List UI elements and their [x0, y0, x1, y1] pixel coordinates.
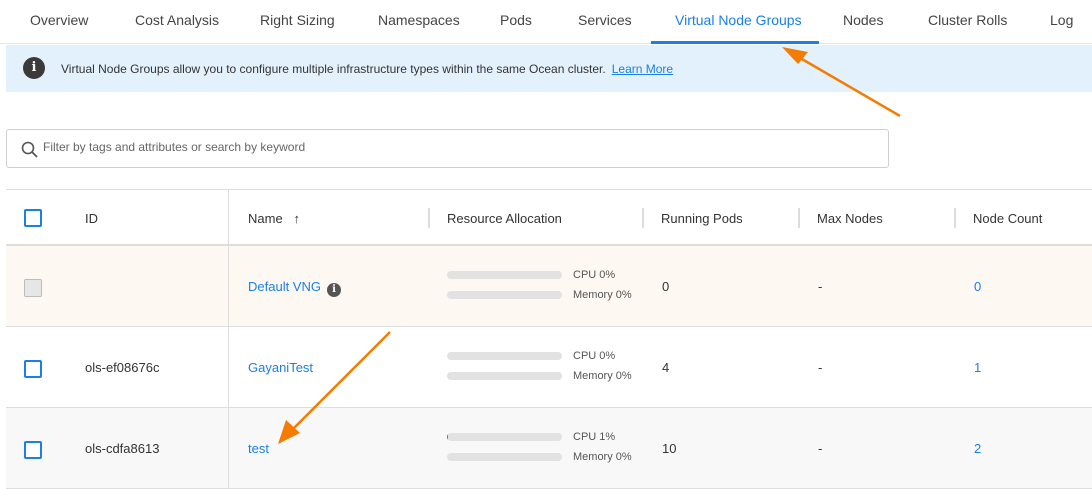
tab-namespaces[interactable]: Namespaces: [378, 12, 460, 28]
learn-more-link[interactable]: Learn More: [611, 62, 674, 76]
search-icon: [21, 141, 38, 158]
max-nodes: -: [818, 360, 823, 375]
table-row: ols-cdfa8613 test CPU 1% Memory 0% 10 - …: [6, 408, 1092, 489]
col-name[interactable]: Name ↑: [248, 211, 301, 226]
memory-bar: [447, 372, 562, 380]
node-count-link[interactable]: 1: [974, 360, 982, 375]
sort-asc-icon[interactable]: ↑: [293, 211, 301, 226]
tab-cluster-rolls[interactable]: Cluster Rolls: [928, 12, 1008, 28]
running-pods: 0: [662, 279, 670, 294]
col-resource-allocation[interactable]: Resource Allocation: [447, 211, 562, 226]
cpu-bar-fill: [447, 433, 449, 441]
column-divider: [228, 327, 229, 407]
column-divider: [228, 246, 229, 326]
table-header: ID Name ↑ Resource Allocation Running Po…: [6, 190, 1092, 246]
node-count-link[interactable]: 2: [974, 441, 982, 456]
search-box[interactable]: [6, 129, 889, 168]
memory-bar: [447, 453, 562, 461]
active-tab-indicator: [651, 41, 819, 44]
memory-label: Memory 0%: [573, 451, 632, 463]
cpu-bar: [447, 433, 562, 441]
tab-virtual-node-groups[interactable]: Virtual Node Groups: [675, 12, 802, 28]
banner-text: Virtual Node Groups allow you to configu…: [61, 62, 606, 76]
column-resize-handle[interactable]: [642, 208, 644, 228]
column-resize-handle[interactable]: [428, 208, 430, 228]
tab-pods[interactable]: Pods: [500, 12, 532, 28]
table-row: Default VNG i CPU 0% Memory 0% 0 - 0: [6, 246, 1092, 327]
running-pods: 4: [662, 360, 670, 375]
col-running-pods[interactable]: Running Pods: [661, 211, 743, 226]
memory-bar: [447, 291, 562, 299]
vng-name-link[interactable]: test: [248, 441, 269, 456]
tab-bar: Overview Cost Analysis Right Sizing Name…: [0, 0, 1092, 44]
cpu-label: CPU 0%: [573, 350, 616, 362]
tab-overview[interactable]: Overview: [30, 12, 89, 28]
col-node-count[interactable]: Node Count: [973, 211, 1043, 226]
max-nodes: -: [818, 279, 823, 294]
search-input[interactable]: [43, 140, 843, 154]
cpu-label: CPU 1%: [573, 431, 616, 443]
info-icon: i: [23, 57, 45, 79]
cpu-label: CPU 0%: [573, 269, 616, 281]
tab-right-sizing[interactable]: Right Sizing: [260, 12, 335, 28]
column-resize-handle[interactable]: [798, 208, 800, 228]
col-max-nodes[interactable]: Max Nodes: [817, 211, 883, 226]
vng-table: ID Name ↑ Resource Allocation Running Po…: [6, 189, 1092, 489]
info-icon[interactable]: i: [326, 283, 341, 297]
node-count-link[interactable]: 0: [974, 279, 982, 294]
row-checkbox[interactable]: [24, 441, 42, 459]
cpu-bar: [447, 352, 562, 360]
col-id[interactable]: ID: [85, 211, 98, 226]
memory-label: Memory 0%: [573, 370, 632, 382]
max-nodes: -: [818, 441, 823, 456]
table-row: ols-ef08676c GayaniTest CPU 0% Memory 0%…: [6, 327, 1092, 408]
row-id: ols-ef08676c: [85, 360, 160, 375]
cpu-bar: [447, 271, 562, 279]
vng-name-link[interactable]: GayaniTest: [248, 360, 314, 375]
column-divider: [228, 408, 229, 488]
column-resize-handle[interactable]: [954, 208, 956, 228]
info-banner: i Virtual Node Groups allow you to confi…: [6, 45, 1092, 92]
tab-log[interactable]: Log: [1050, 12, 1074, 28]
memory-label: Memory 0%: [573, 289, 632, 301]
row-checkbox[interactable]: [24, 360, 42, 378]
vng-name-link[interactable]: Default VNG: [248, 279, 321, 294]
row-checkbox: [24, 279, 42, 297]
tab-nodes[interactable]: Nodes: [843, 12, 884, 28]
tab-cost-analysis[interactable]: Cost Analysis: [135, 12, 220, 28]
select-all-checkbox[interactable]: [24, 209, 42, 227]
column-divider: [228, 190, 229, 244]
running-pods: 10: [662, 441, 677, 456]
tab-services[interactable]: Services: [578, 12, 632, 28]
row-id: ols-cdfa8613: [85, 441, 160, 456]
